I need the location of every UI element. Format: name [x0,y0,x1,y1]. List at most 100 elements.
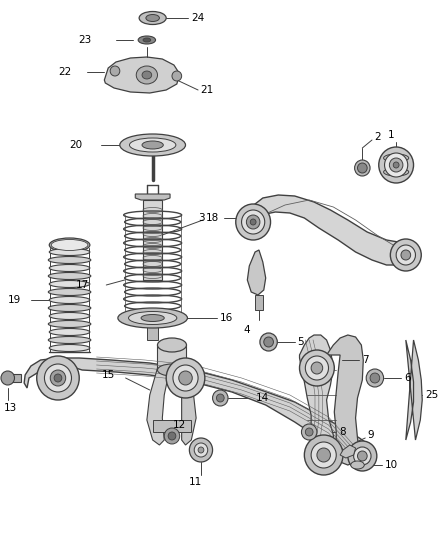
Ellipse shape [48,288,91,295]
Text: 3: 3 [198,213,205,223]
Circle shape [357,163,367,173]
Ellipse shape [141,314,164,321]
Ellipse shape [49,280,90,287]
Circle shape [353,447,371,465]
Circle shape [389,158,403,172]
Text: 4: 4 [243,325,250,335]
Ellipse shape [130,138,176,152]
Text: 2: 2 [374,132,381,142]
Polygon shape [182,368,196,445]
Ellipse shape [48,320,91,327]
Ellipse shape [49,344,90,351]
Ellipse shape [128,311,177,325]
Text: 16: 16 [220,313,233,323]
Polygon shape [247,250,266,295]
Ellipse shape [118,308,187,328]
Ellipse shape [351,461,364,469]
Circle shape [264,337,273,347]
Text: 9: 9 [367,430,374,440]
Circle shape [393,162,399,168]
Circle shape [401,250,411,260]
Circle shape [311,442,336,468]
Ellipse shape [49,328,90,335]
Ellipse shape [120,134,186,156]
Polygon shape [147,368,169,445]
Circle shape [212,390,228,406]
Polygon shape [135,194,170,200]
Polygon shape [24,358,372,460]
Polygon shape [244,195,416,265]
Text: 25: 25 [425,390,438,400]
Circle shape [301,424,317,440]
Ellipse shape [49,312,90,319]
Polygon shape [255,295,263,310]
Ellipse shape [146,14,159,21]
Circle shape [236,204,271,240]
Circle shape [300,350,334,386]
Text: 12: 12 [173,420,186,430]
Text: 1: 1 [388,130,395,140]
Text: 21: 21 [200,85,213,95]
Ellipse shape [136,66,158,84]
Circle shape [166,358,205,398]
Ellipse shape [384,154,409,162]
Circle shape [173,365,198,391]
Circle shape [247,215,260,229]
Ellipse shape [139,12,166,25]
Text: 24: 24 [191,13,205,23]
Polygon shape [104,57,180,93]
Ellipse shape [142,71,152,79]
Circle shape [385,153,408,177]
Circle shape [348,441,377,471]
Ellipse shape [158,364,187,376]
Circle shape [366,369,384,387]
Circle shape [37,356,79,400]
Text: 11: 11 [188,477,202,487]
Text: 15: 15 [102,370,115,380]
Text: 14: 14 [256,393,269,403]
Ellipse shape [138,36,155,44]
Text: 10: 10 [385,460,398,470]
Polygon shape [158,345,187,370]
Ellipse shape [49,296,90,303]
Circle shape [311,362,323,374]
Ellipse shape [142,141,163,149]
Circle shape [260,333,277,351]
Ellipse shape [158,338,187,352]
Text: 5: 5 [297,337,304,347]
Circle shape [370,373,380,383]
Text: 18: 18 [206,213,219,223]
Circle shape [179,371,192,385]
Ellipse shape [48,272,91,279]
Text: 13: 13 [4,403,17,413]
Circle shape [304,435,343,475]
Text: 20: 20 [70,140,83,150]
Circle shape [172,71,182,81]
Text: 8: 8 [339,427,346,437]
Polygon shape [327,335,363,465]
Text: 23: 23 [78,35,92,45]
Circle shape [44,364,71,392]
Circle shape [390,239,421,271]
Ellipse shape [48,304,91,311]
Circle shape [50,370,66,386]
Circle shape [164,428,180,444]
Text: 19: 19 [8,295,21,305]
Circle shape [241,210,265,234]
Ellipse shape [49,238,90,252]
Text: 17: 17 [75,280,88,290]
Circle shape [357,451,367,461]
Circle shape [168,432,176,440]
Circle shape [189,438,212,462]
Circle shape [198,447,204,453]
Polygon shape [300,335,333,460]
Ellipse shape [143,38,151,42]
Text: 22: 22 [58,67,71,77]
Ellipse shape [48,336,91,343]
Circle shape [194,443,208,457]
Circle shape [355,160,370,176]
Circle shape [305,428,313,436]
Circle shape [1,371,14,385]
Circle shape [54,374,62,382]
Polygon shape [143,200,162,280]
